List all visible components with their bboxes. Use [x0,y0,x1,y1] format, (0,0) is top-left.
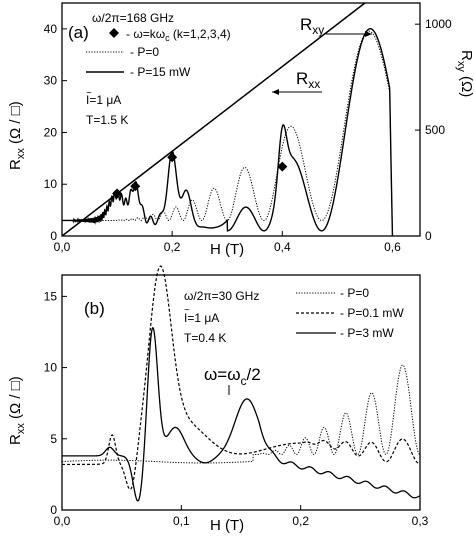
b-p0-curve [61,364,421,464]
panel-b-current: I=1 μA [184,311,219,325]
panel-a-x-tick-label: 0,4 [274,240,291,254]
resonance-marker [167,152,178,163]
panel-a-y2-label: Rxy (Ω) [455,50,474,97]
panel-b-x-tick-label: 0,2 [292,514,309,528]
resonance-marker [112,188,123,199]
legend-b-p3-label: - P=3 mW [340,326,394,340]
panel-a-y-tick-label: 20 [44,125,58,139]
panel-b-y-tick-label: 0 [50,503,57,517]
panel-a-y-tick-label: 0 [50,229,57,243]
panel-b-y-tick-label: 15 [44,289,58,303]
panel-a-y-label: Rxx (Ω / □) [7,101,27,170]
panel-b-x-tick-label: 0,3 [412,514,429,528]
rxx-curve-label: Rxx [296,69,320,91]
svg-text:Rxy (Ω): Rxy (Ω) [455,50,474,97]
panel-a-y2-tick-label: 0 [425,229,432,243]
panel-b-y-tick-label: 5 [50,432,57,446]
legend-b-p01-label: - P=0.1 mW [340,306,404,320]
panel-a-y2-ticks: 0 500 1000 [415,17,452,243]
panel-a-y-tick-label: 10 [44,177,58,191]
panel-b-y-tick-label: 10 [44,361,58,375]
panel-b-x-ticks: 0,0 0,1 0,2 0,3 [54,505,429,528]
panel-a-y-ticks: 0 10 20 30 40 [44,22,67,243]
panel-b-label: (b) [84,299,105,318]
legend-diamond-icon [109,28,119,38]
resonance-marker [130,181,141,192]
panel-b-y-ticks: 0 5 10 15 [44,289,67,517]
panel-a-label: (a) [68,23,89,42]
legend-b-p0-label: - P=0 [340,286,369,300]
svg-text:Rxx (Ω / □): Rxx (Ω / □) [7,376,27,445]
rxy-curve-label: Rxy [300,15,324,37]
panel-b-temperature: T=0.4 K [184,331,226,345]
panel-a-x-tick-label: 0,0 [54,240,71,254]
panel-a: 0,0 0,2 0,4 0,6 0 10 20 30 40 0 500 1000 H (T) Rx… [7,2,474,258]
resonance-marker [277,161,288,172]
panel-b-curves [61,265,421,502]
panel-a-x-label: H (T) [210,241,244,258]
legend-markers-label: - ω=kωc (k=1,2,3,4) [126,27,231,43]
panel-b-plot-frame [61,274,421,511]
panel-a-temperature: T=1.5 K [86,113,128,127]
panel-a-x-ticks: 0,0 0,2 0,4 0,6 [54,231,401,254]
p0-curve [62,30,393,237]
panel-a-current: I=1 μA [86,93,121,107]
tilde-mark-b: ~ [184,305,190,316]
panel-a-x-tick-label: 0,6 [384,240,401,254]
legend-p0-label: - P=0 [130,45,159,59]
panel-b-x-tick-label: 0,0 [54,514,71,528]
panel-b-x-tick-label: 0,1 [173,514,190,528]
panel-b-frequency: ω/2π=30 GHz [184,289,259,303]
panel-a-y-tick-label: 40 [44,22,58,36]
panel-a-y2-tick-label: 500 [425,123,445,137]
panel-a-frequency: ω/2π=168 GHz [92,11,174,25]
panel-a-plot-frame [61,2,421,237]
svg-text:Rxx (Ω / □): Rxx (Ω / □) [7,101,27,170]
rxx-arrow-head-icon [272,89,279,95]
panel-b: 0,0 0,1 0,2 0,3 0 5 10 15 H (T) Rxx (Ω / □) (b… [7,265,429,534]
b-p3-curve [62,327,421,502]
cyclotron-annotation: ω=ωc/2 [204,365,261,388]
panel-b-x-label: H (T) [210,517,244,534]
rxy-arrow-head-icon [365,31,372,37]
panel-b-y-label: Rxx (Ω / □) [7,376,27,445]
resonance-markers [112,152,288,199]
panel-a-y-tick-label: 30 [44,74,58,88]
b-p01-curve [62,265,421,491]
panel-a-x-tick-label: 0,2 [164,240,181,254]
tilde-mark: ~ [86,88,92,99]
panel-a-y2-tick-label: 1000 [425,17,452,31]
legend-p15-label: - P=15 mW [130,65,191,79]
p15-curve [62,28,394,237]
